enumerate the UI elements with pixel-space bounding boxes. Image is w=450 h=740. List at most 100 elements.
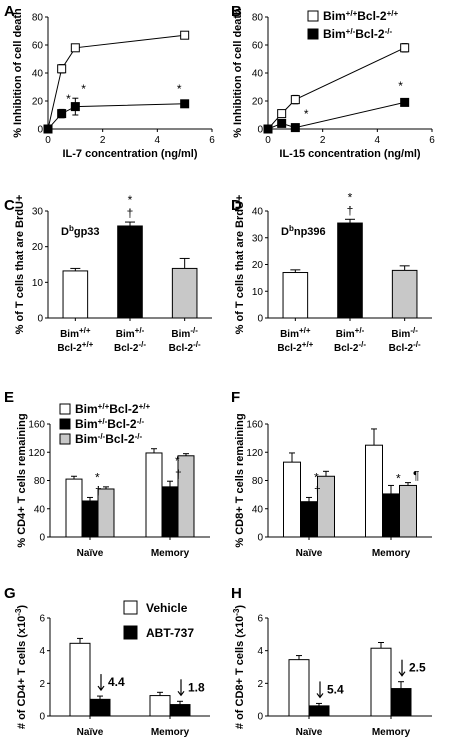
y-tick-label: 0 [257,533,263,544]
category-label: Bcl-2-/- [114,340,146,354]
legend-label: Vehicle [146,601,188,615]
y-tick-label: 20 [252,260,264,271]
category-label-part: Bim [336,329,355,340]
data-point [290,95,300,105]
x-axis-label: IL-7 concentration (ng/ml) [62,148,197,160]
bar [391,269,418,319]
y-axis-label-part: % CD8+ T cells remaining [234,413,246,547]
fold-change-label: 1.8 [188,680,205,694]
significance-mark: * [398,79,403,93]
legend-label-part: +/+ [98,402,110,411]
legend-label-part: +/- [346,27,356,36]
category-label-part: +/+ [302,340,314,349]
bar [282,272,309,319]
category-label: Naïve [296,727,323,738]
legend-label-part: -/- [137,417,145,426]
y-axis-label-part: # of CD4+ T cells (x10 [16,616,28,729]
y-tick-label: 80 [32,13,44,24]
y-tick-label: 0 [37,314,43,325]
category-label: Memory [372,727,411,738]
y-tick-label: 60 [252,41,264,52]
epitope-label-part: np396 [294,226,326,238]
category-label-part: Bim [280,329,299,340]
y-tick-label: 2 [257,679,263,690]
x-tick-label: 6 [429,135,435,146]
panel-G: G 0 2 4 6 # of CD4+ T cells (x10-3) Naïve Memor… [4,585,210,738]
y-tick-label: 40 [34,504,46,515]
legend-label-part: Bim [75,402,98,416]
bar [145,452,163,538]
epitope-label-part: b [69,224,74,233]
y-axis-label-part: % Inhibition of cell death [232,8,244,138]
legend-swatch [123,600,138,615]
data-point [400,97,410,107]
legend: Vehicle ABT-737 [123,600,194,640]
category-label: Bim+/+ [60,326,91,340]
panel-letter: C [4,197,15,214]
bar [81,500,99,538]
significance-mark: * [314,470,319,484]
y-tick-label: 80 [252,13,264,24]
category-label-part: Bim [60,329,79,340]
bar [69,642,91,717]
series-line [47,103,185,130]
y-axis-label: % CD8+ T cells remaining [234,413,246,547]
bar [65,478,83,538]
y-tick-label: 80 [34,476,46,487]
category-label: Memory [372,548,411,559]
legend-label-part: Bcl-2 [105,432,135,446]
y-axis-label: % of T cells that are BrdU+ [234,195,246,335]
epitope-label-part: b [289,224,294,233]
y-tick-label: 10 [32,278,44,289]
epitope-label-part: D [61,226,69,238]
category-label-part: Bcl-2 [169,343,194,354]
legend-label-part: Bcl-2 [355,27,385,41]
significance-mark: * [175,454,180,468]
category-label: Bcl-2+/+ [277,340,313,354]
legend-swatch [59,418,71,430]
y-tick-label: 6 [39,614,45,625]
y-tick-label: 40 [252,69,264,80]
legend-label-part: Bim [323,27,346,41]
legend-label-part: Bcl-2 [107,417,137,431]
y-tick-label: 60 [32,41,44,52]
legend-label-part: -/- [135,432,143,441]
panel-letter: D [231,197,242,214]
significance-mark: ¶ [413,469,419,483]
legend-label-part: -/- [98,432,106,441]
significance-mark: * [81,82,86,96]
category-label-part: +/- [135,326,145,335]
bar [308,705,330,717]
category-label: Naïve [296,548,323,559]
y-tick-label: 40 [32,69,44,80]
epitope-label-part: gp33 [74,226,100,238]
legend-label-part: -/- [385,27,393,36]
x-axis-label: IL-15 concentration (ng/ml) [279,148,421,160]
data-point [290,123,300,133]
legend-label-part: +/- [98,417,108,426]
category-label-part: +/+ [82,340,94,349]
legend-swatch [123,625,138,640]
y-tick-label: 20 [252,97,264,108]
panel-letter: H [231,585,242,602]
bar [149,695,171,717]
category-label: Naïve [77,548,104,559]
legend-label: Bim+/+Bcl-2+/+ [75,402,150,416]
category-label-part: -/- [358,340,366,349]
category-label-part: +/- [355,326,365,335]
category-label-part: -/- [190,326,198,335]
significance-mark: † [175,467,182,481]
data-point [263,124,273,134]
panel-F: F 0 40 80 120 160% CD8+ T cells remaining Naïv… [231,389,432,559]
series-line [47,34,185,130]
category-label-part: Bcl-2 [334,343,359,354]
y-axis-label: # of CD4+ T cells (x10-3) [14,605,28,730]
bar [300,501,318,538]
y-axis-label: % Inhibition of cell death [232,8,244,138]
x-tick-label: 2 [100,135,106,146]
category-label: Bim+/- [336,326,365,340]
fold-arrow-head [177,690,185,697]
legend-label-part: Bcl-2 [357,9,387,23]
